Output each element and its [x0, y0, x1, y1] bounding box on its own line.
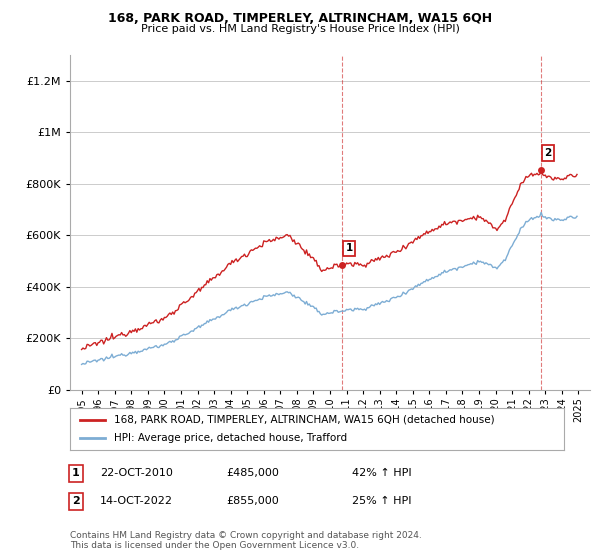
Text: 42% ↑ HPI: 42% ↑ HPI	[352, 468, 412, 478]
Text: 168, PARK ROAD, TIMPERLEY, ALTRINCHAM, WA15 6QH (detached house): 168, PARK ROAD, TIMPERLEY, ALTRINCHAM, W…	[115, 415, 495, 425]
Text: 1: 1	[72, 468, 80, 478]
Text: 25% ↑ HPI: 25% ↑ HPI	[352, 496, 412, 506]
Text: £485,000: £485,000	[226, 468, 279, 478]
Text: £855,000: £855,000	[226, 496, 279, 506]
Text: 2: 2	[72, 496, 80, 506]
Text: Contains HM Land Registry data © Crown copyright and database right 2024.
This d: Contains HM Land Registry data © Crown c…	[70, 530, 422, 550]
Text: 1: 1	[346, 243, 353, 253]
Text: 22-OCT-2010: 22-OCT-2010	[100, 468, 173, 478]
Text: 14-OCT-2022: 14-OCT-2022	[100, 496, 173, 506]
Text: Price paid vs. HM Land Registry's House Price Index (HPI): Price paid vs. HM Land Registry's House …	[140, 24, 460, 34]
Text: HPI: Average price, detached house, Trafford: HPI: Average price, detached house, Traf…	[115, 433, 347, 444]
Text: 2: 2	[544, 148, 551, 158]
Text: 168, PARK ROAD, TIMPERLEY, ALTRINCHAM, WA15 6QH: 168, PARK ROAD, TIMPERLEY, ALTRINCHAM, W…	[108, 12, 492, 25]
